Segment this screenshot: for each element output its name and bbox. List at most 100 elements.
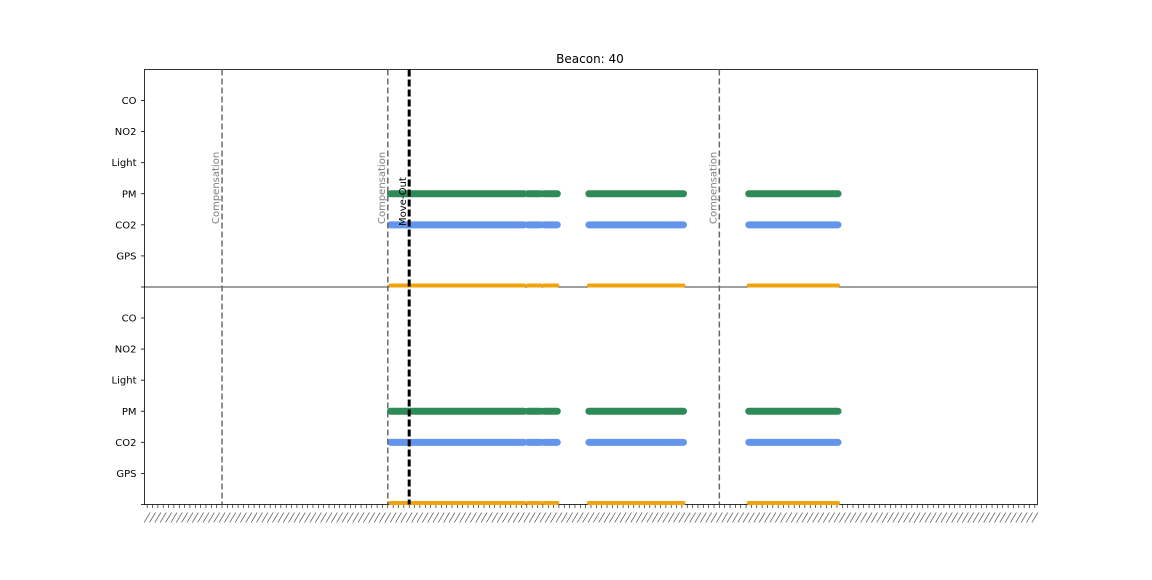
xtick-label-mark bbox=[587, 512, 595, 523]
xtick-label-mark bbox=[833, 512, 841, 523]
xtick-label-mark bbox=[400, 512, 408, 523]
xtick-label-mark bbox=[298, 512, 306, 523]
xtick-label-mark bbox=[630, 512, 638, 523]
xtick-label-mark bbox=[940, 512, 948, 523]
xtick-label-mark bbox=[603, 512, 611, 523]
xtick-label-mark bbox=[1010, 512, 1017, 523]
ytick-label-co-top: CO bbox=[122, 96, 137, 107]
xtick-label-mark bbox=[314, 512, 322, 523]
xtick-label-mark bbox=[935, 512, 942, 523]
xtick-label-mark bbox=[951, 512, 958, 523]
xtick-label-mark bbox=[780, 512, 787, 523]
xtick-label-mark bbox=[224, 512, 231, 523]
xtick-label-mark bbox=[774, 512, 782, 523]
xtick-label-mark bbox=[817, 512, 825, 523]
xtick-label-mark bbox=[641, 512, 648, 523]
xtick-label-mark bbox=[186, 512, 194, 523]
xtick-label-mark bbox=[742, 512, 750, 523]
xtick-label-mark bbox=[1026, 512, 1033, 523]
xtick-label-mark bbox=[416, 512, 424, 523]
xtick-label-mark bbox=[871, 512, 878, 523]
xtick-label-mark bbox=[427, 512, 434, 523]
xtick-label-mark bbox=[502, 512, 509, 523]
xtick-label-mark bbox=[790, 512, 798, 523]
ytick-label-co2-top: CO2 bbox=[115, 220, 136, 231]
xtick-label-mark bbox=[523, 512, 531, 523]
xtick-label-mark bbox=[512, 512, 520, 523]
xtick-label-mark bbox=[999, 512, 1007, 523]
xtick-label-mark bbox=[325, 512, 333, 523]
xtick-label-mark bbox=[143, 512, 151, 523]
xtick-label-mark bbox=[213, 512, 220, 523]
xtick-label-mark bbox=[860, 512, 868, 523]
xtick-label-mark bbox=[159, 512, 167, 523]
ytick-label-gps-top: GPS bbox=[116, 251, 136, 262]
xtick-label-mark bbox=[913, 512, 921, 523]
ytick-label-co2-bottom: CO2 bbox=[115, 438, 136, 449]
xtick-label-mark bbox=[534, 512, 541, 523]
xtick-label-mark bbox=[887, 512, 894, 523]
xtick-label-mark bbox=[855, 512, 862, 523]
xtick-label-mark bbox=[245, 512, 253, 523]
xtick-label-mark bbox=[550, 512, 557, 523]
xtick-label-mark bbox=[256, 512, 263, 523]
xtick-label-mark bbox=[849, 512, 857, 523]
xtick-label-mark bbox=[812, 512, 819, 523]
xtick-label-mark bbox=[748, 512, 755, 523]
xtick-label-mark bbox=[593, 512, 600, 523]
xtick-label-mark bbox=[282, 512, 290, 523]
xtick-label-mark bbox=[320, 512, 327, 523]
xtick-label-mark bbox=[470, 512, 477, 523]
xtick-label-mark bbox=[341, 512, 349, 523]
xtick-label-mark bbox=[149, 512, 156, 523]
xtick-label-mark bbox=[785, 512, 793, 523]
xtick-label-mark bbox=[389, 512, 397, 523]
ytick-label-light-bottom: Light bbox=[112, 376, 137, 387]
xtick-label-mark bbox=[978, 512, 985, 523]
chart-title: Beacon: 40 bbox=[556, 52, 624, 66]
xtick-label-mark bbox=[614, 512, 622, 523]
xtick-label-mark bbox=[924, 512, 932, 523]
ytick-label-light-top: Light bbox=[112, 158, 137, 169]
ytick-label-pm-bottom: PM bbox=[122, 407, 137, 418]
xtick-label-mark bbox=[945, 512, 953, 523]
xtick-label-mark bbox=[903, 512, 910, 523]
xtick-label-mark bbox=[202, 512, 210, 523]
xtick-label-mark bbox=[154, 512, 162, 523]
xtick-label-mark bbox=[507, 512, 515, 523]
xtick-label-mark bbox=[753, 512, 761, 523]
xtick-label-mark bbox=[635, 512, 643, 523]
xtick-label-mark bbox=[1031, 512, 1039, 523]
xtick-label-mark bbox=[277, 512, 285, 523]
xtick-label-mark bbox=[571, 512, 579, 523]
xtick-label-mark bbox=[331, 512, 338, 523]
xtick-label-mark bbox=[272, 512, 279, 523]
xtick-label-mark bbox=[555, 512, 563, 523]
xtick-label-mark bbox=[357, 512, 365, 523]
xtick-label-mark bbox=[651, 512, 659, 523]
xtick-label-mark bbox=[528, 512, 536, 523]
compensation-label: Compensation bbox=[708, 152, 719, 224]
xtick-label-mark bbox=[657, 512, 664, 523]
xtick-label-mark bbox=[411, 512, 418, 523]
xtick-label-mark bbox=[1020, 512, 1028, 523]
xtick-label-mark bbox=[716, 512, 723, 523]
xtick-label-mark bbox=[710, 512, 718, 523]
xtick-label-mark bbox=[437, 512, 445, 523]
xtick-label-mark bbox=[486, 512, 493, 523]
xtick-label-mark bbox=[1015, 512, 1023, 523]
xtick-label-mark bbox=[491, 512, 499, 523]
xtick-label-mark bbox=[250, 512, 258, 523]
xtick-label-mark bbox=[234, 512, 242, 523]
xtick-label-mark bbox=[496, 512, 504, 523]
xtick-label-mark bbox=[218, 512, 226, 523]
xtick-label-mark bbox=[336, 512, 343, 523]
xtick-label-mark bbox=[908, 512, 916, 523]
xtick-label-mark bbox=[229, 512, 237, 523]
xtick-label-mark bbox=[181, 512, 188, 523]
xtick-label-mark bbox=[539, 512, 547, 523]
xtick-label-mark bbox=[865, 512, 873, 523]
xtick-label-mark bbox=[266, 512, 274, 523]
xtick-label-mark bbox=[822, 512, 830, 523]
